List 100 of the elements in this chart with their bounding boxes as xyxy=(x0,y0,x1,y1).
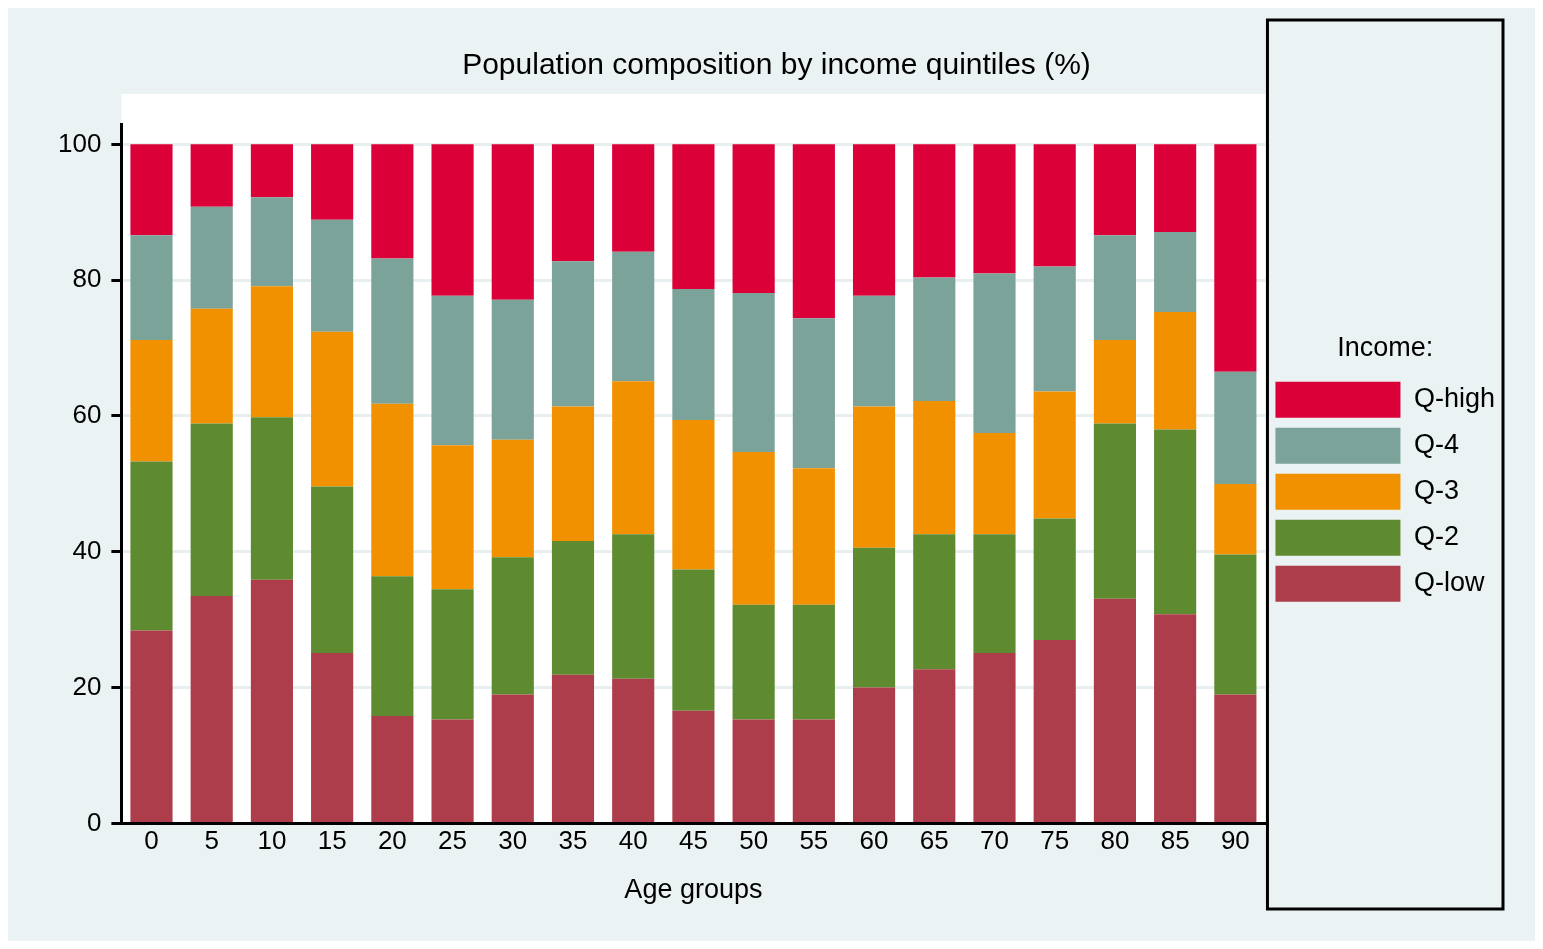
chart-title: Population composition by income quintiles (%) xyxy=(462,47,1091,81)
bar xyxy=(491,439,534,558)
x-tick-label: 25 xyxy=(438,825,468,856)
bar xyxy=(130,235,173,340)
bar xyxy=(1154,144,1197,232)
bar xyxy=(1093,144,1136,236)
bar xyxy=(732,719,775,822)
bar xyxy=(1154,429,1197,615)
bar xyxy=(551,540,595,675)
bar xyxy=(551,406,595,541)
bar xyxy=(913,534,956,670)
x-tick-label: 90 xyxy=(1220,825,1250,856)
bar xyxy=(491,299,534,440)
bar xyxy=(190,423,233,596)
bar xyxy=(732,293,775,452)
bar xyxy=(491,557,534,695)
bar xyxy=(431,295,474,446)
bar xyxy=(431,144,474,296)
bar xyxy=(311,331,354,487)
x-tick-label: 60 xyxy=(859,825,889,856)
bar xyxy=(190,144,233,207)
bar xyxy=(1154,312,1197,430)
x-tick-label: 10 xyxy=(257,825,287,856)
bar xyxy=(732,144,775,294)
x-tick-label: 45 xyxy=(678,825,708,856)
legend-label: Q-2 xyxy=(1413,521,1459,552)
bar xyxy=(1214,144,1257,372)
bar xyxy=(1033,518,1076,641)
bar xyxy=(612,678,655,822)
bar xyxy=(130,630,173,822)
bar xyxy=(371,716,414,822)
bar xyxy=(250,579,293,822)
bar xyxy=(792,468,835,605)
bar xyxy=(913,669,956,822)
x-tick-label: 20 xyxy=(377,825,407,856)
x-axis-title: Age groups xyxy=(624,874,763,905)
bar xyxy=(250,144,293,198)
x-tick-label: 50 xyxy=(739,825,769,856)
x-tick-label: 5 xyxy=(204,825,219,856)
x-tick-label: 75 xyxy=(1040,825,1070,856)
x-tick-label: 35 xyxy=(558,825,588,856)
bar xyxy=(732,604,775,720)
bar xyxy=(1093,339,1136,424)
bar xyxy=(852,295,896,407)
bar xyxy=(491,694,534,822)
bar xyxy=(130,144,173,236)
bar xyxy=(672,569,715,711)
x-tick-label: 0 xyxy=(144,825,159,856)
legend-label: Q-high xyxy=(1413,383,1496,414)
bar xyxy=(852,687,896,822)
bar xyxy=(672,710,715,822)
bar xyxy=(311,486,354,653)
bar xyxy=(1214,554,1257,695)
bar xyxy=(732,451,775,605)
legend-label: Q-4 xyxy=(1413,429,1459,460)
y-tick-label: 60 xyxy=(72,399,102,430)
y-tick-label: 40 xyxy=(72,534,102,565)
bar xyxy=(130,461,173,631)
bar xyxy=(1154,231,1197,313)
bar xyxy=(190,595,233,822)
y-tick-label: 100 xyxy=(57,127,102,158)
bar xyxy=(672,144,715,289)
bar xyxy=(672,289,715,421)
bar xyxy=(973,144,1016,274)
bar xyxy=(371,403,414,577)
legend-title: Income: xyxy=(1337,332,1434,363)
x-tick-label: 55 xyxy=(799,825,829,856)
bar xyxy=(852,406,896,548)
bar xyxy=(190,308,233,424)
x-tick-label: 15 xyxy=(317,825,347,856)
bar xyxy=(491,144,534,300)
bar xyxy=(1214,483,1257,555)
bar xyxy=(431,589,474,720)
bar xyxy=(1033,144,1076,267)
bar xyxy=(973,652,1016,822)
legend-label: Q-low xyxy=(1413,567,1485,598)
bar xyxy=(973,432,1016,535)
bar xyxy=(913,401,956,535)
bar xyxy=(1033,266,1076,392)
bar xyxy=(792,144,835,319)
x-tick-label: 40 xyxy=(618,825,648,856)
bar xyxy=(551,261,595,407)
bar xyxy=(612,381,655,535)
bar xyxy=(1214,371,1257,484)
bar xyxy=(371,576,414,717)
x-tick-label: 80 xyxy=(1100,825,1130,856)
bar xyxy=(973,534,1016,653)
bar xyxy=(1214,694,1257,822)
x-tick-label: 30 xyxy=(498,825,528,856)
bar xyxy=(190,206,233,309)
bar xyxy=(852,547,896,688)
bar xyxy=(551,144,595,262)
bar xyxy=(1033,391,1076,519)
bar xyxy=(913,144,956,278)
bar xyxy=(1093,423,1136,599)
bar xyxy=(250,197,293,287)
bar xyxy=(311,652,354,822)
bar xyxy=(250,417,293,580)
bar xyxy=(371,144,414,259)
bar xyxy=(612,251,655,382)
